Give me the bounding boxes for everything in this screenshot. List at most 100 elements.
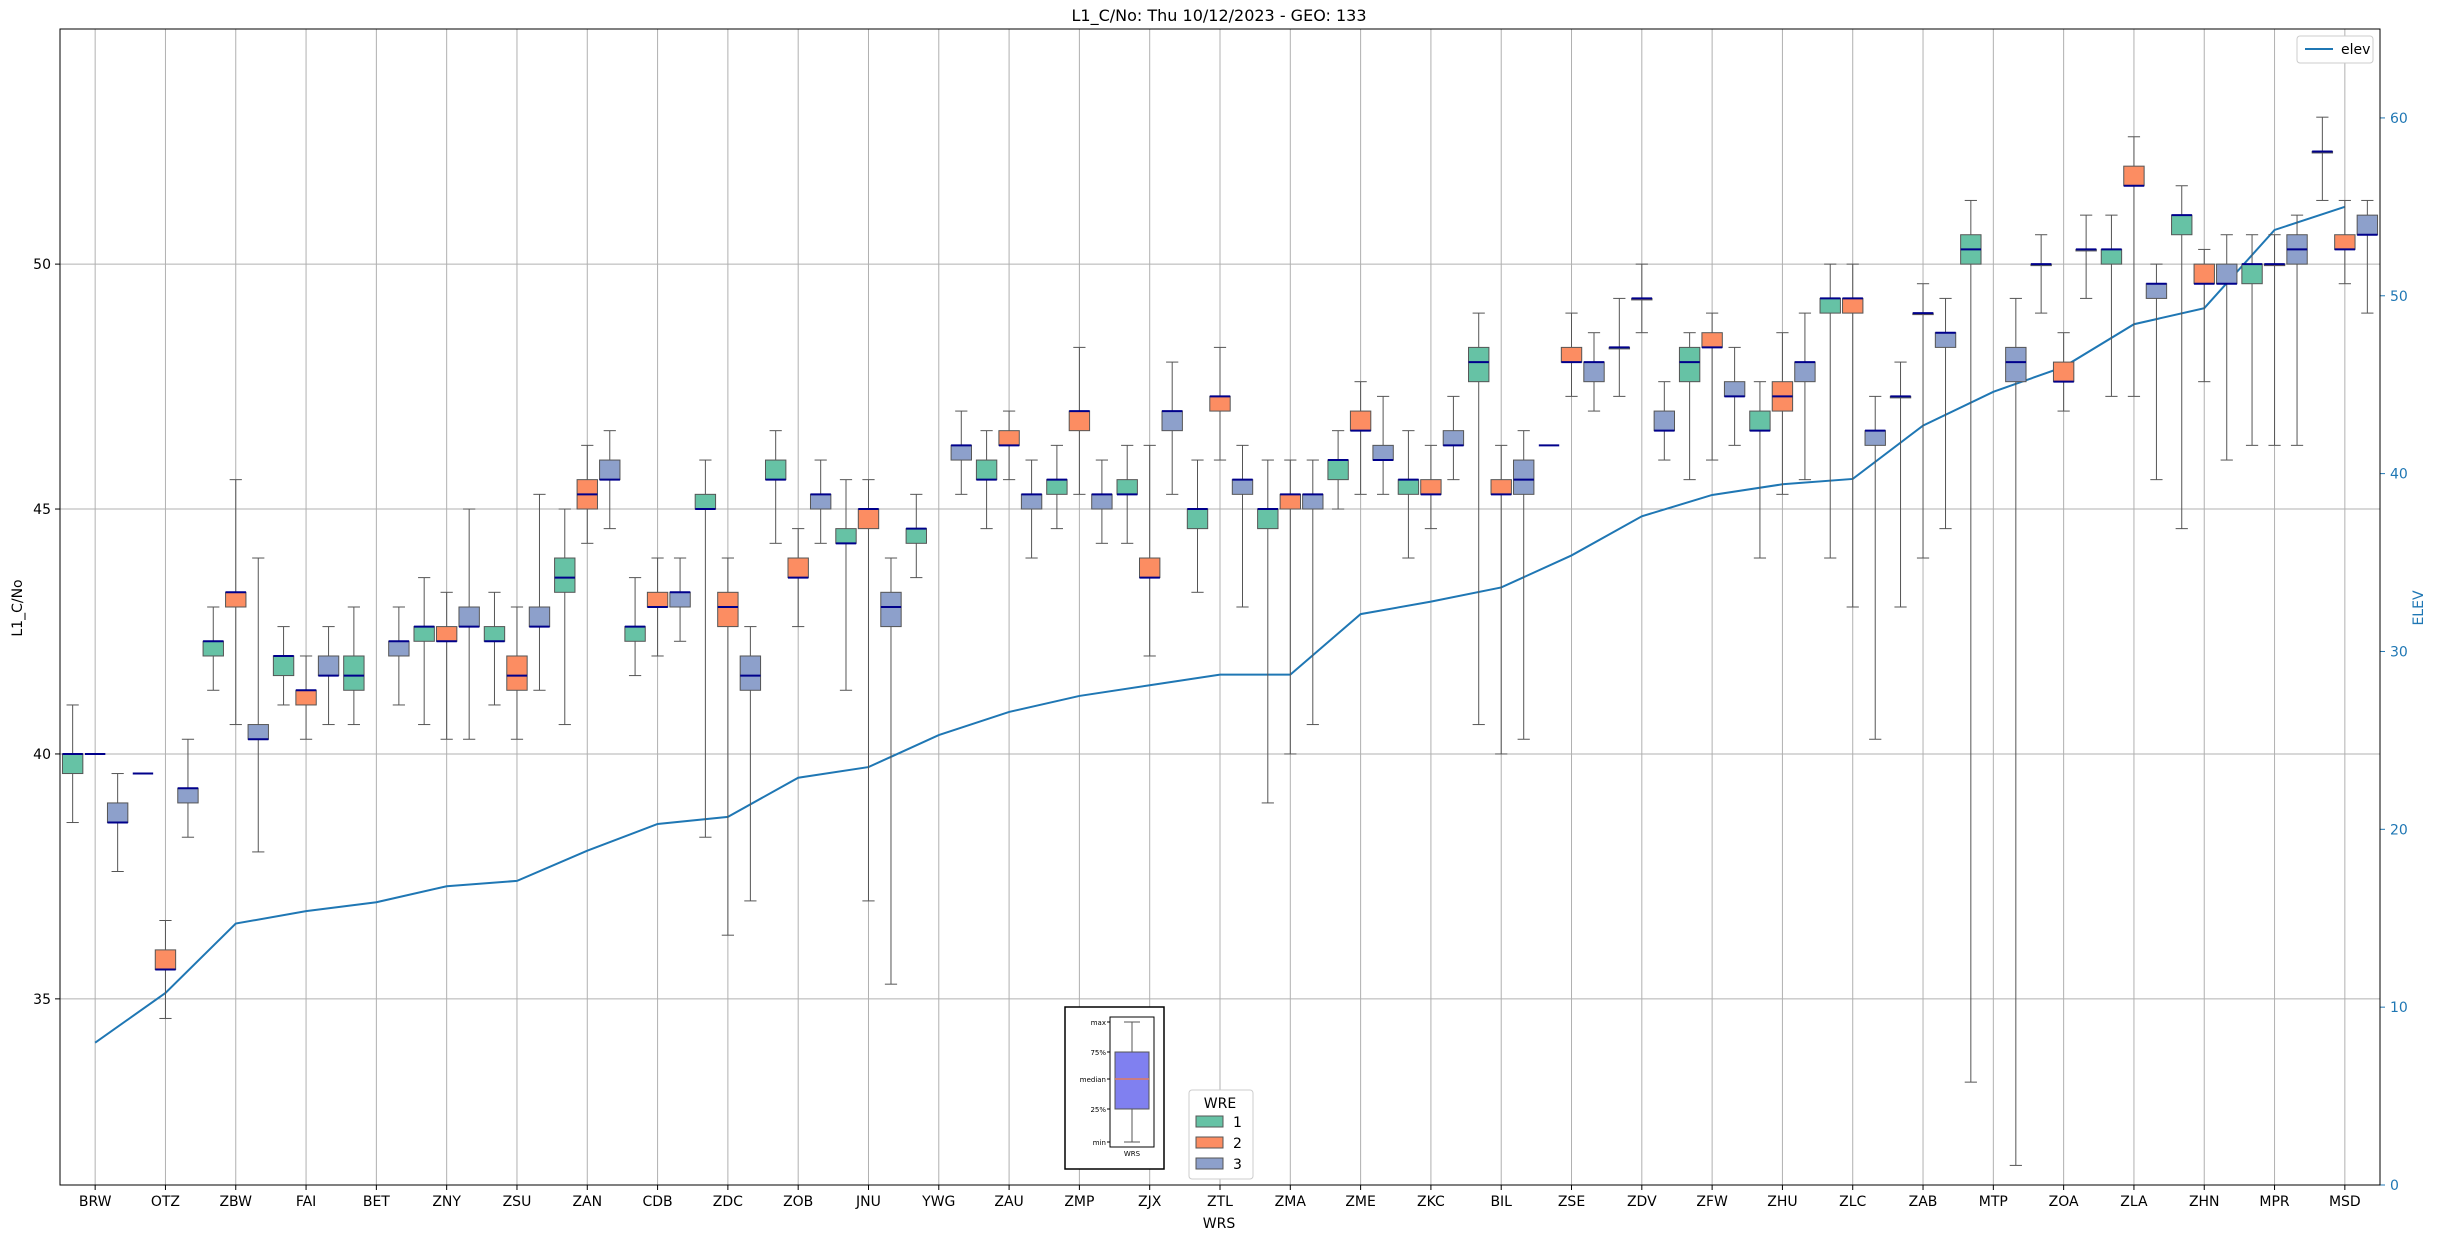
x-tick-label: CDB (642, 1194, 672, 1210)
box-wre-3 (458, 606, 480, 628)
box-wre-3 (1302, 493, 1324, 510)
key-xlabel: WRS (1124, 1150, 1141, 1158)
axes-layer: BRW OTZ ZBW FAI BET ZNY ZSU ZAN CDB ZDC ZOB JNU YWG Z… (33, 28, 2408, 1210)
box-wre-2 (1279, 493, 1301, 510)
box-wre-3 (599, 459, 621, 481)
x-tick-label: ZHN (2189, 1194, 2220, 1210)
legend-wre-title: WRE (1204, 1096, 1236, 1112)
box-wre-1 (1819, 297, 1841, 314)
x-tick-label: ZJX (1138, 1194, 1162, 1210)
box-wre-3 (1231, 479, 1254, 495)
x-tick-label: MPR (2259, 1194, 2290, 1210)
x-tick-label: ZTL (1207, 1194, 1233, 1210)
x-tick-label: ZAN (572, 1194, 602, 1210)
y-right-tick-label: 40 (2390, 467, 2408, 483)
box-wre-3 (1723, 381, 1746, 397)
box-wre-1 (272, 655, 295, 677)
box-wre-3 (739, 655, 762, 691)
box-wre-1 (1116, 479, 1138, 495)
box-wre-3 (880, 591, 902, 628)
x-tick-label: ZAB (1909, 1194, 1938, 1210)
box-wre-3 (388, 640, 410, 657)
box-wre-2 (1068, 410, 1091, 432)
x-tick-label: ZME (1345, 1194, 1376, 1210)
box-wre-2 (1490, 479, 1512, 495)
box-wre-3 (2005, 346, 2027, 383)
x-tick-label: ZHU (1767, 1194, 1797, 1210)
box-wre-2 (646, 591, 669, 608)
x-tick-label: ZBW (219, 1194, 252, 1210)
box-wre-1 (2241, 263, 2263, 285)
key-label: max (1091, 1019, 1106, 1027)
box-wre-3 (2145, 283, 2168, 299)
box-wre-3 (1653, 410, 1676, 432)
box-wre-2 (2334, 234, 2356, 250)
x-tick-label: ZDV (1627, 1194, 1657, 1210)
boxplot-layer (61, 116, 2379, 1166)
box-wre-2 (1701, 332, 1723, 348)
box-wre-3 (1794, 361, 1816, 383)
legend-wre-label: 3 (1233, 1157, 1242, 1173)
box-wre-1 (202, 640, 224, 657)
y-tick-label: 45 (33, 502, 51, 518)
box-wre-1 (1678, 346, 1701, 383)
box-wre-2 (2193, 263, 2215, 285)
box-wre-1 (1468, 346, 1490, 383)
box-wre-2 (998, 430, 1020, 446)
legend-elev: elev (2296, 35, 2374, 64)
x-tick-label: ZSU (503, 1194, 532, 1210)
box-wre-1 (1749, 410, 1771, 432)
legend-wre-label: 2 (1233, 1136, 1242, 1152)
box-wre-2 (787, 557, 809, 579)
box-wre-2 (2123, 165, 2145, 187)
box-wre-3 (1020, 493, 1043, 510)
x-tick-label: BET (363, 1194, 390, 1210)
y-right-tick-label: 30 (2390, 644, 2408, 660)
x-tick-label: ZKC (1417, 1194, 1445, 1210)
x-tick-label: ZFW (1696, 1194, 1728, 1210)
x-tick-label: BRW (79, 1194, 112, 1210)
legend-wre: WRE 1 2 3 (1188, 1089, 1254, 1180)
box-wre-1 (413, 626, 435, 642)
box-wre-3 (809, 493, 832, 510)
box-wre-1 (835, 528, 857, 544)
box-wre-1 (694, 493, 717, 510)
box-wre-2 (1420, 479, 1442, 495)
legend-wre-swatch (1195, 1136, 1224, 1149)
box-wre-3 (950, 444, 972, 461)
x-tick-label: ZMP (1064, 1194, 1094, 1210)
x-tick-label: FAI (296, 1194, 316, 1210)
box-wre-1 (483, 626, 506, 642)
box-wre-1 (1257, 508, 1279, 530)
key-box (1114, 1051, 1150, 1110)
y-right-tick-label: 20 (2390, 822, 2408, 838)
box-wre-2 (1349, 410, 1372, 432)
x-tick-label: ZDC (713, 1194, 743, 1210)
key-label: min (1093, 1139, 1106, 1147)
legend-box (2296, 35, 2374, 64)
box-wre-1 (764, 459, 787, 481)
plot-frame (59, 28, 2381, 1186)
x-tick-label: ZOA (2049, 1194, 2079, 1210)
key-label: 25% (1090, 1106, 1106, 1114)
box-wre-2 (717, 591, 739, 628)
key-label: median (1080, 1076, 1106, 1084)
box-wre-3 (106, 802, 129, 824)
y-tick-label: 50 (33, 257, 51, 273)
box-wre-2 (1209, 395, 1231, 412)
key-label: 75% (1090, 1049, 1106, 1057)
box-wre-3 (2216, 263, 2238, 285)
legend-wre-label: 1 (1233, 1115, 1242, 1131)
box-wre-3 (528, 606, 551, 628)
chart-title: L1_C/No: Thu 10/12/2023 - GEO: 133 (1071, 6, 1366, 26)
x-tick-label: ZNY (432, 1194, 461, 1210)
box-wre-3 (2356, 214, 2379, 236)
y-right-tick-label: 60 (2390, 111, 2408, 127)
box-wre-1 (1327, 459, 1349, 481)
box-wre-2 (506, 655, 528, 691)
box-wre-1 (1186, 508, 1209, 530)
y-right-tick-label: 10 (2390, 1000, 2408, 1016)
box-wre-3 (1934, 332, 1957, 348)
box-wre-2 (435, 626, 458, 642)
